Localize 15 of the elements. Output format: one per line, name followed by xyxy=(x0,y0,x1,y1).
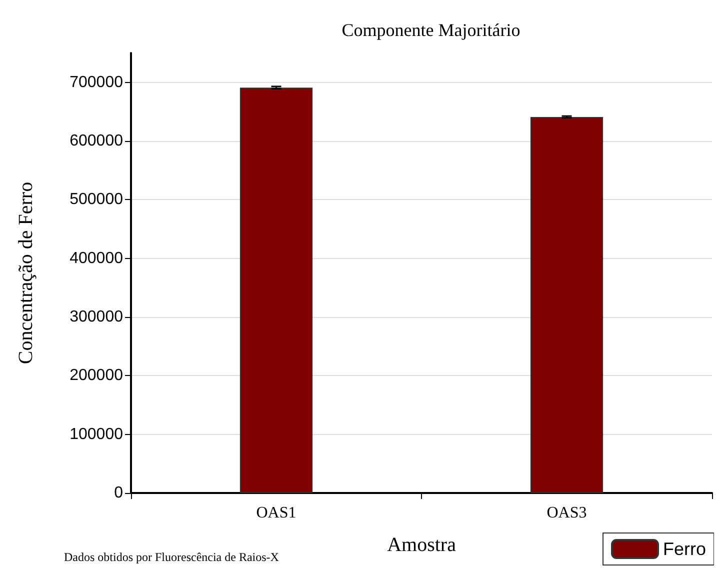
y-tick-label: 700000 xyxy=(70,74,124,91)
legend-label: Ferro xyxy=(662,539,706,559)
y-tick-label: 200000 xyxy=(70,367,124,384)
y-tick-label: 100000 xyxy=(70,426,124,443)
chart-title: Componente Majoritário xyxy=(342,20,520,40)
y-tick-label: 0 xyxy=(114,484,124,502)
text: Dados obtidos por Fluorescência de Raios-X xyxy=(64,550,280,564)
x-tick-label: OAS1 xyxy=(256,504,296,522)
y-tick-label: 400000 xyxy=(70,250,124,267)
y-tick-label: 600000 xyxy=(70,132,124,150)
y-tick-label: 300000 xyxy=(70,308,124,326)
y-tick-label: 500000 xyxy=(70,191,124,208)
x-axis-title: Amostra xyxy=(387,534,456,556)
x-tick-label: OAS3 xyxy=(546,504,587,522)
y-axis-title: Concentração de Ferro xyxy=(15,182,37,364)
